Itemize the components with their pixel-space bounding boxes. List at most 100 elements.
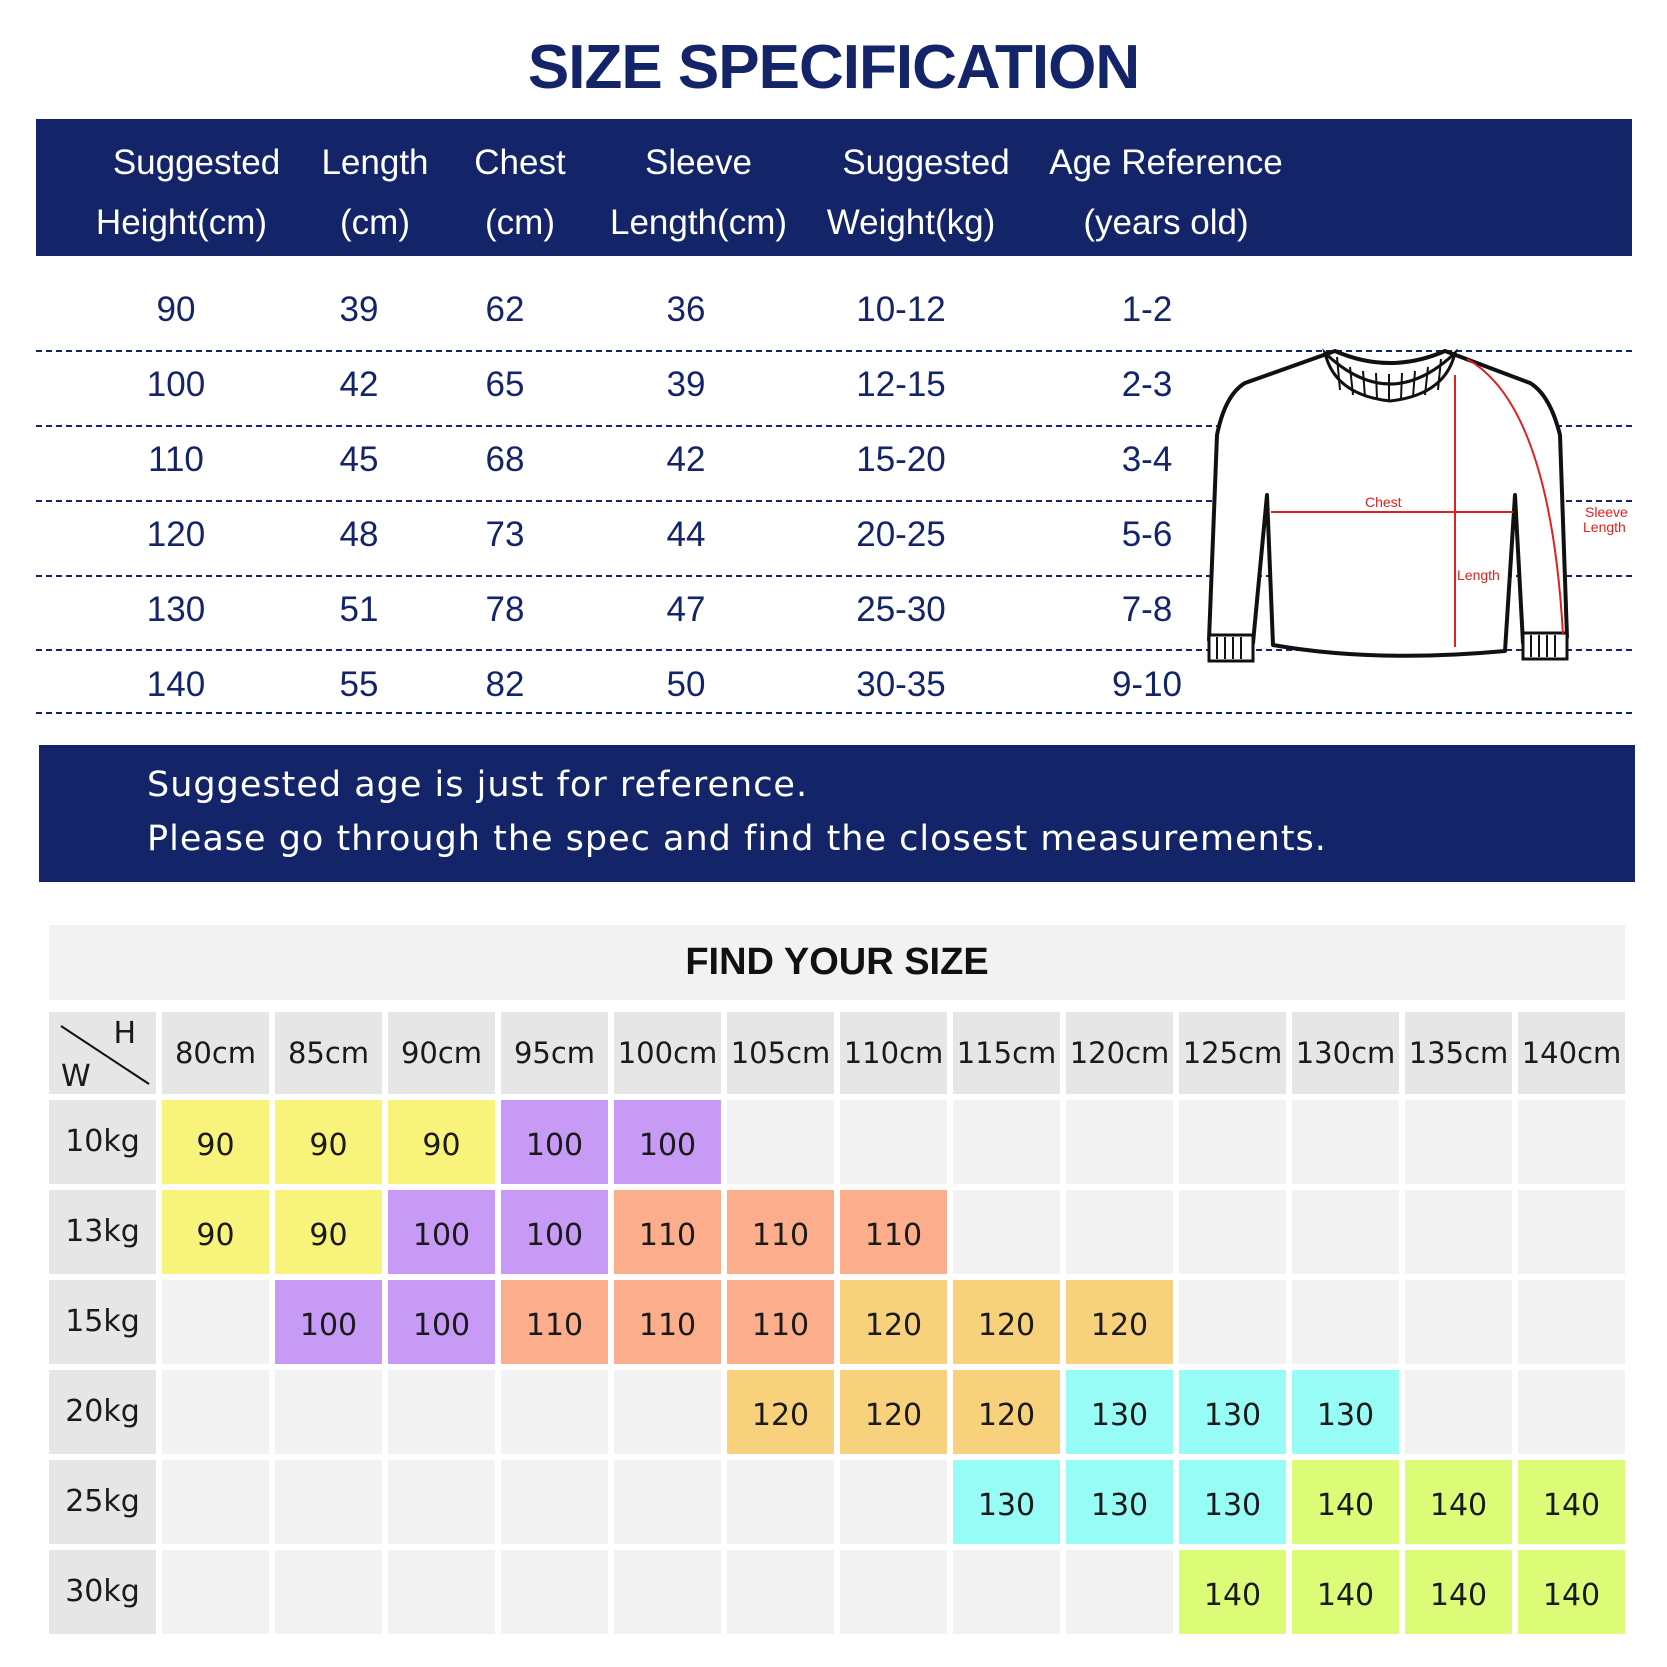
right-cuff: [1521, 631, 1569, 661]
size-cell: 120: [727, 1370, 834, 1454]
grid-corner: H W: [49, 1012, 156, 1094]
header-sleeve-length: Sleeve Length(cm): [609, 143, 788, 242]
header-suggested-weight: Suggested Weight(kg): [826, 143, 1010, 242]
size-cell: 130: [953, 1460, 1060, 1544]
row-divider: [36, 350, 1632, 352]
size-cell: 120: [953, 1280, 1060, 1364]
size-cell: 130: [1292, 1370, 1399, 1454]
size-cell: 90: [275, 1190, 382, 1274]
size-cell: 130: [1179, 1460, 1286, 1544]
empty-cell: [501, 1460, 608, 1544]
height-header: 125cm: [1179, 1012, 1286, 1094]
size-cell: 120: [1066, 1280, 1173, 1364]
empty-cell: [1518, 1100, 1625, 1184]
size-cell: 140: [1179, 1550, 1286, 1634]
empty-cell: [162, 1280, 269, 1364]
height-header: 95cm: [501, 1012, 608, 1094]
empty-cell: [1518, 1370, 1625, 1454]
empty-cell: [388, 1550, 495, 1634]
empty-cell: [1066, 1550, 1173, 1634]
empty-cell: [275, 1550, 382, 1634]
empty-cell: [1292, 1190, 1399, 1274]
header-length: Length (cm): [321, 143, 429, 242]
height-header: 140cm: [1518, 1012, 1625, 1094]
row-divider: [36, 575, 1632, 577]
size-cell: 110: [614, 1280, 721, 1364]
chest-label: Chest: [1365, 494, 1402, 510]
sweater-body: [1207, 349, 1569, 658]
size-cell: 110: [614, 1190, 721, 1274]
find-your-size-title: FIND YOUR SIZE: [49, 925, 1625, 1000]
sleeve-label: Sleeve: [1585, 504, 1628, 520]
weight-header: 10kg: [49, 1100, 156, 1184]
empty-cell: [388, 1370, 495, 1454]
weight-header: 25kg: [49, 1460, 156, 1544]
empty-cell: [162, 1460, 269, 1544]
empty-cell: [1066, 1100, 1173, 1184]
empty-cell: [1066, 1190, 1173, 1274]
table-row: 140 55 82 50 30-35 9-10: [146, 665, 1183, 704]
size-cell: 140: [1292, 1550, 1399, 1634]
table-row: 120 48 73 44 20-25 5-6: [146, 515, 1173, 554]
header-suggested-height: Suggested Height(cm): [95, 143, 281, 242]
note-line-1: Suggested age is just for reference.: [147, 765, 809, 805]
empty-cell: [275, 1370, 382, 1454]
row-divider: [36, 500, 1632, 502]
size-cell: 120: [840, 1370, 947, 1454]
length-label: Length: [1457, 567, 1500, 583]
sleeve-measure-line: [1466, 358, 1564, 636]
empty-cell: [1179, 1100, 1286, 1184]
size-cell: 120: [953, 1370, 1060, 1454]
empty-cell: [1292, 1280, 1399, 1364]
size-cell: 100: [388, 1280, 495, 1364]
empty-cell: [1405, 1100, 1512, 1184]
empty-cell: [1405, 1370, 1512, 1454]
size-cell: 110: [727, 1280, 834, 1364]
size-cell: 90: [388, 1100, 495, 1184]
size-cell: 100: [614, 1100, 721, 1184]
empty-cell: [953, 1550, 1060, 1634]
table-row: 90 39 62 36 10-12 1-2: [156, 290, 1173, 329]
empty-cell: [614, 1460, 721, 1544]
height-header: 105cm: [727, 1012, 834, 1094]
size-cell: 130: [1066, 1370, 1173, 1454]
reference-note-banner: Suggested age is just for reference. Ple…: [39, 745, 1635, 882]
height-header: 100cm: [614, 1012, 721, 1094]
collar-ribbing: [1322, 348, 1458, 403]
size-cell: 140: [1518, 1460, 1625, 1544]
height-header: 110cm: [840, 1012, 947, 1094]
height-header: 90cm: [388, 1012, 495, 1094]
size-cell: 140: [1292, 1460, 1399, 1544]
empty-cell: [1292, 1100, 1399, 1184]
height-header: 135cm: [1405, 1012, 1512, 1094]
height-header: 85cm: [275, 1012, 382, 1094]
empty-cell: [1405, 1280, 1512, 1364]
sweater-diagram: Chest Length Sleeve Length: [1207, 348, 1628, 663]
empty-cell: [727, 1100, 834, 1184]
header-age-reference: Age Reference (years old): [1049, 143, 1283, 242]
table-row: 110 45 68 42 15-20 3-4: [148, 440, 1173, 479]
empty-cell: [1405, 1190, 1512, 1274]
corner-diagonal: [60, 1025, 150, 1085]
size-cell: 100: [501, 1190, 608, 1274]
row-divider: [36, 649, 1632, 651]
height-header: 130cm: [1292, 1012, 1399, 1094]
empty-cell: [727, 1460, 834, 1544]
page-title: SIZE SPECIFICATION: [527, 33, 1140, 102]
size-cell: 110: [840, 1190, 947, 1274]
row-divider: [36, 425, 1632, 427]
table-row: 130 51 78 47 25-30 7-8: [146, 590, 1173, 629]
size-cell: 110: [501, 1280, 608, 1364]
empty-cell: [162, 1370, 269, 1454]
sleeve-length-label: Length: [1583, 519, 1626, 535]
empty-cell: [1518, 1280, 1625, 1364]
size-cell: 100: [388, 1190, 495, 1274]
table-row: 100 42 65 39 12-15 2-3: [146, 365, 1173, 404]
weight-axis-label: W: [61, 1059, 91, 1094]
empty-cell: [840, 1100, 947, 1184]
left-cuff: [1207, 633, 1255, 663]
empty-cell: [1518, 1190, 1625, 1274]
weight-header: 20kg: [49, 1370, 156, 1454]
spec-table-header: Suggested Height(cm) Length (cm) Chest (…: [36, 119, 1632, 256]
empty-cell: [614, 1550, 721, 1634]
